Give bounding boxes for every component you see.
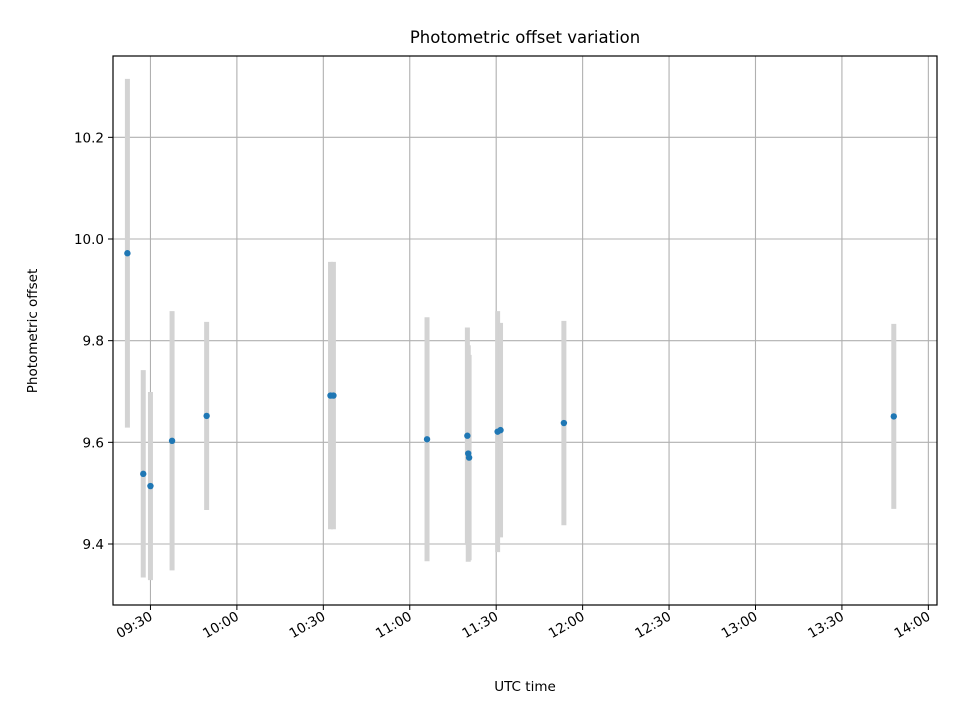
- y-tick-label: 10.2: [74, 130, 104, 146]
- data-point: [497, 426, 504, 434]
- data-point: [464, 432, 471, 439]
- y-tick-label: 10.0: [74, 232, 104, 248]
- data-points: [124, 250, 897, 490]
- y-tick-label: 9.8: [83, 334, 104, 350]
- data-point: [465, 454, 473, 461]
- grid: [113, 56, 937, 605]
- data-point: [124, 250, 131, 257]
- y-tick-label: 9.4: [83, 537, 104, 553]
- y-axis-label: Photometric offset: [25, 269, 41, 393]
- plot-frame: [112, 55, 938, 606]
- data-point: [423, 436, 431, 443]
- chart-title: Photometric offset variation: [410, 28, 640, 47]
- data-point: [140, 470, 147, 478]
- data-point: [147, 482, 154, 490]
- data-point: [890, 413, 897, 420]
- x-axis-label: UTC time: [494, 679, 556, 695]
- y-axis-ticks: 9.4 9.6 9.8 10.0 10.2: [74, 130, 113, 553]
- data-point: [168, 437, 176, 445]
- data-point: [203, 412, 210, 420]
- data-point: [330, 392, 337, 399]
- data-point: [560, 419, 568, 427]
- y-tick-label: 9.6: [83, 435, 104, 451]
